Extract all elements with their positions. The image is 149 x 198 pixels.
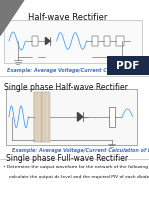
- Bar: [34, 92, 42, 142]
- Bar: [32, 36, 38, 46]
- Text: • Determine the output waveform for the network of the following Figure and: • Determine the output waveform for the …: [3, 165, 149, 169]
- Bar: [109, 107, 115, 127]
- Bar: [116, 36, 124, 46]
- Bar: [6, 89, 137, 145]
- Text: Single phase Half-wave Rectifier: Single phase Half-wave Rectifier: [4, 83, 128, 92]
- Polygon shape: [77, 112, 83, 121]
- Text: PDF: PDF: [117, 61, 140, 71]
- Text: Single phase Full-wave Rectifier: Single phase Full-wave Rectifier: [6, 154, 128, 163]
- Text: Example: Average Voltage/Current Calcula...: Example: Average Voltage/Current Calcula…: [7, 68, 129, 73]
- Text: calculate the output dc level and the required PIV of each diode.: calculate the output dc level and the re…: [9, 175, 149, 179]
- Text: Example: Average Voltage/Current Calculation of Load: Example: Average Voltage/Current Calcula…: [12, 148, 149, 152]
- Polygon shape: [45, 37, 50, 45]
- Bar: [42, 92, 50, 142]
- Bar: [4, 20, 142, 63]
- Bar: [92, 36, 98, 46]
- Text: Half-wave Rectifier: Half-wave Rectifier: [28, 13, 108, 22]
- Bar: [107, 56, 149, 75]
- Polygon shape: [0, 0, 24, 36]
- Bar: [104, 36, 110, 46]
